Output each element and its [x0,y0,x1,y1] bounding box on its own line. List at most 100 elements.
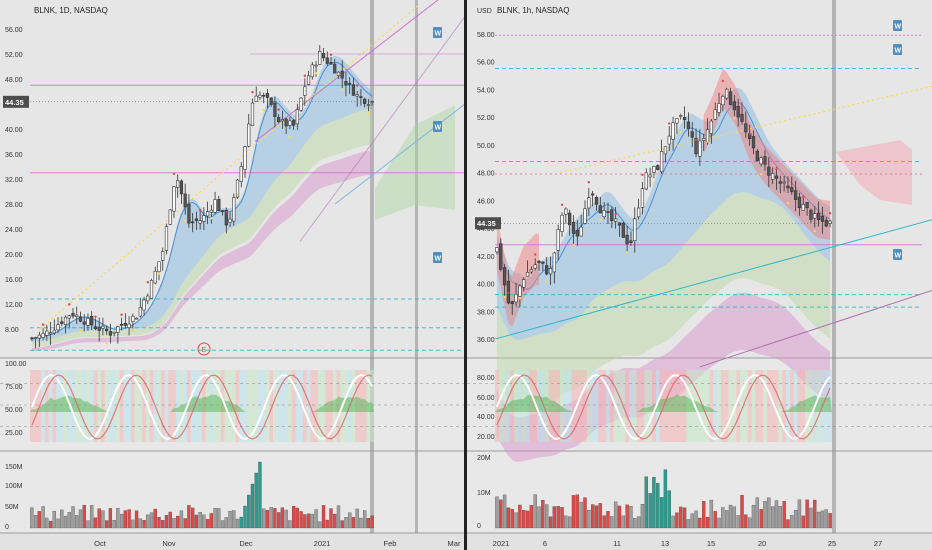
candle-body [725,88,729,99]
volume-bar [247,494,251,529]
volume-bar [663,469,668,529]
volume-bar [161,520,165,529]
candle-body [694,137,698,155]
volume-bar [273,508,277,529]
oscillator-tick-label: 75.00 [5,384,23,391]
volume-bar [525,510,530,529]
oscillator-line-slow [31,374,373,440]
candle-body [48,332,53,335]
candle-body [571,221,576,234]
candle-body [56,324,60,331]
oscillator-bg-band [717,370,721,442]
last-price-tag [3,95,29,108]
candle-body [60,321,64,324]
volume-tick-label: 20M [477,455,491,462]
volume-bar [71,506,75,529]
volume-bar [679,506,683,529]
volume-bar [625,504,629,529]
volume-bar [828,513,832,529]
candle-body [617,222,622,226]
volume-bar [333,513,337,529]
volume-bar [820,510,825,529]
volume-bar [545,504,549,529]
volume-bar [224,517,228,529]
time-tick-label: 6 [543,539,547,548]
volume-bar [770,506,775,529]
signal-dot [560,203,564,206]
signal-dot [172,172,176,176]
oscillator-bg-band [142,370,146,442]
signal-dot [759,172,763,176]
volume-bar [510,508,514,529]
candle-body [667,135,671,145]
volume-bar [744,514,748,529]
oscillator-bg-band [732,370,737,442]
volume-bar [78,509,83,529]
session-gap-bar [832,0,836,533]
ma-ribbon-green [496,192,831,407]
trendline [699,290,932,368]
candle-body [625,234,629,245]
volume-bar [93,517,98,529]
price-tick-label: 56.00 [477,60,495,67]
signal-dot [694,138,698,141]
volume-bar [63,515,68,529]
signal-dot [733,117,736,120]
time-tick-label: Mar [448,539,461,548]
candle-body [556,229,560,251]
price-tick-label: 56.00 [5,27,23,34]
candle-body [41,332,45,339]
oscillator-bg-band [736,370,741,442]
volume-bar [686,519,691,529]
candle-body [191,221,195,224]
candle-body [568,212,572,226]
w-marker-label: W [435,256,442,263]
time-axis-bg [0,533,465,550]
volume-bar [250,483,255,529]
volume-bar [183,518,187,529]
signal-dot [599,218,602,221]
oscillator-bg-band [299,370,303,442]
candle-body [127,323,131,328]
volume-bar [587,509,591,529]
signal-dot [534,253,537,256]
volume-bar [740,495,744,529]
volume-bar [698,517,702,529]
oscillator-bg-band [602,370,607,442]
volume-bar [675,512,679,529]
candle-body [232,197,236,222]
price-tick-label: 38.00 [477,309,495,316]
candle-body [202,215,206,222]
candle-body [705,129,710,142]
candle-body [235,179,240,198]
oscillator-bg-band [104,370,109,442]
volume-bar [801,515,805,529]
candle-body [533,264,537,269]
candle-body [142,299,146,311]
volume-bar [41,506,45,529]
volume-bar [194,514,199,529]
signal-dot [210,217,213,220]
volume-bar [705,516,710,529]
candle-body [797,196,802,209]
volume-bar [548,516,553,529]
oscillator-bg-band [563,370,568,442]
signal-dot [157,272,161,275]
candle-body [828,220,832,224]
volume-bar [809,507,813,529]
oscillator-bg-band [243,370,247,442]
volume-bar [793,510,798,529]
oscillator-bg-band [560,370,564,442]
candle-body [682,117,687,121]
candle-body [548,268,553,275]
oscillator-bg-band [239,370,244,442]
oscillator-bg-band [789,370,794,442]
time-tick-label: 11 [613,539,621,548]
oscillator-bg-band [295,370,300,442]
oscillator-bg-band [138,370,143,442]
candle-body [499,243,503,270]
candle-body [702,138,706,141]
candle-body [587,197,591,209]
volume-bar [269,507,273,529]
